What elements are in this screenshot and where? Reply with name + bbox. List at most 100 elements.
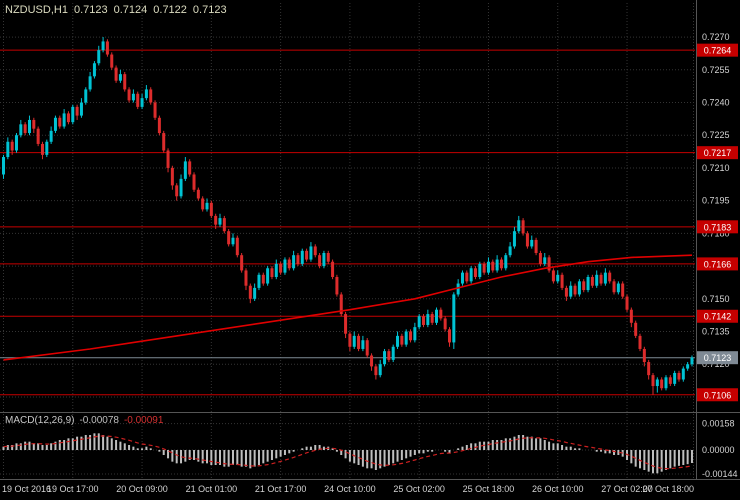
macd-bar <box>141 448 144 450</box>
candle-body <box>426 314 430 325</box>
candle-body <box>521 220 525 234</box>
candle-body <box>370 355 374 367</box>
candle-body <box>404 331 408 345</box>
candle-body <box>170 167 174 186</box>
candle-body <box>469 268 473 282</box>
candle-body <box>577 281 581 295</box>
candle-body <box>309 246 313 260</box>
candle-body <box>478 263 482 277</box>
price-tick-label: 0.7135 <box>702 327 730 337</box>
price-tick-label: 0.7180 <box>702 228 730 238</box>
macd-bar <box>6 445 9 450</box>
macd-bar <box>409 450 412 457</box>
price-axis[interactable]: 0.7270 0.7255 0.7240 0.7225 0.7210 0.7195 0.71… <box>702 32 738 479</box>
current-price-label: 0.7123 <box>704 353 732 363</box>
macd-bar <box>106 436 109 450</box>
candle-body <box>638 335 642 349</box>
candle-body <box>374 366 378 376</box>
macd-bar <box>197 450 200 462</box>
macd-main-value: -0.00078 <box>79 415 119 426</box>
candle-body <box>183 161 187 179</box>
candle-body <box>248 285 252 299</box>
macd-bar <box>184 450 187 462</box>
candle-body <box>32 119 36 129</box>
macd-bar <box>543 440 546 450</box>
candle-body <box>590 276 594 286</box>
time-tick-label: 21 Oct 01:00 <box>186 484 238 494</box>
price-tick-label: 0.7270 <box>702 32 730 42</box>
candle-body <box>305 250 309 260</box>
candle-body <box>162 133 166 151</box>
candle-body <box>690 357 694 365</box>
open-value: 0.7123 <box>73 4 108 16</box>
macd-bar <box>201 450 204 464</box>
candle-body <box>651 375 655 387</box>
macd-bar <box>84 435 87 450</box>
candle-body <box>118 74 122 81</box>
macd-bar <box>115 440 118 450</box>
candle-body <box>201 198 205 210</box>
macd-bar <box>210 450 213 465</box>
macd-bar <box>664 450 667 470</box>
macd-signal-line <box>3 435 693 470</box>
macd-bar <box>214 450 217 465</box>
macd-bar <box>292 450 295 452</box>
candle-body <box>517 220 521 232</box>
candle-body <box>660 379 664 389</box>
price-tick-label: 0.7255 <box>702 65 730 75</box>
macd-bar <box>487 441 490 450</box>
candle-body <box>413 327 417 341</box>
macd-bar <box>128 445 131 450</box>
macd-bar <box>2 446 5 450</box>
macd-bar <box>93 433 96 450</box>
candle-body <box>655 379 659 387</box>
macd-bar <box>509 438 512 450</box>
candle-body <box>465 272 469 282</box>
time-tick-label: 24 Oct 10:00 <box>324 484 376 494</box>
candle-body <box>460 272 464 284</box>
candle-body <box>318 255 322 267</box>
macd-bar <box>314 445 317 450</box>
macd-bar <box>80 436 83 450</box>
macd-bar <box>89 435 92 450</box>
sr-price-label: 0.7217 <box>704 148 732 158</box>
macd-bar <box>496 440 499 450</box>
candle-body <box>92 63 96 77</box>
macd-bar <box>249 450 252 469</box>
candle-body <box>227 231 231 245</box>
candle-body <box>296 255 300 264</box>
macd-bar <box>119 441 122 450</box>
macd-bar <box>500 440 503 450</box>
ma-line[interactable] <box>3 254 693 361</box>
candle-body <box>430 314 434 323</box>
price-tick-label: 0.7195 <box>702 196 730 206</box>
candle-body <box>231 237 235 245</box>
macd-bar <box>28 441 31 450</box>
candle-body <box>6 141 10 158</box>
macd-bar <box>37 443 40 450</box>
sr-lines[interactable] <box>0 49 695 396</box>
candle-body <box>84 89 88 103</box>
candle-body <box>629 309 633 323</box>
macd-bar <box>257 450 260 465</box>
macd-bar <box>526 436 529 450</box>
macd-bar <box>167 450 170 459</box>
candle-body <box>71 106 75 123</box>
candle-body <box>383 351 387 365</box>
candle-body <box>253 287 257 299</box>
macd-tick-label: -0.00144 <box>702 469 738 479</box>
macd-bar <box>374 450 377 470</box>
macd-bar <box>71 438 74 450</box>
candle-body <box>664 377 668 389</box>
macd-bar <box>422 450 425 454</box>
macd-bar <box>474 443 477 450</box>
candle-body <box>491 261 495 271</box>
candle-body <box>361 340 365 349</box>
macd-bar <box>175 450 178 464</box>
macd-bar <box>149 448 152 450</box>
candle-body <box>53 117 57 131</box>
candle-body <box>647 362 651 376</box>
